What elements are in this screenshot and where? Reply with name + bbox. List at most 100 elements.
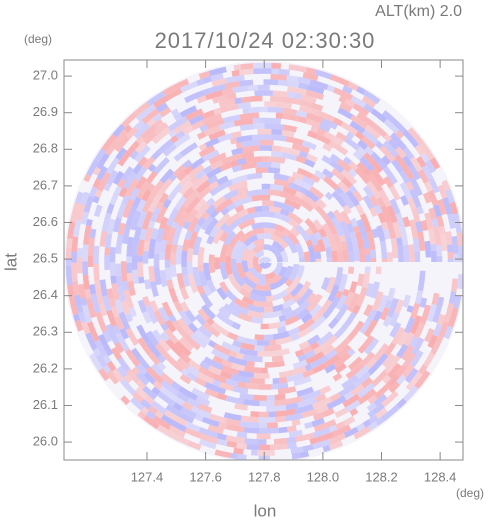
radar-echo <box>305 153 319 163</box>
radar-echo <box>381 353 396 368</box>
radar-echo <box>420 153 430 163</box>
radar-echo <box>233 447 244 455</box>
radar-echo <box>338 95 347 104</box>
radar-echo <box>117 357 131 373</box>
radar-echo <box>450 278 459 292</box>
radar-echo <box>223 303 241 318</box>
radar-echo <box>234 204 245 214</box>
radar-echo <box>369 195 380 207</box>
radar-echo <box>389 321 402 338</box>
radar-echo <box>280 249 289 263</box>
radar-echo <box>219 281 230 293</box>
radar-echo <box>404 367 419 384</box>
radar-echo <box>185 196 201 215</box>
radar-echo <box>274 178 290 188</box>
radar-echo <box>146 91 166 107</box>
radar-echo <box>295 197 314 213</box>
radar-echo <box>449 201 459 215</box>
radar-echo <box>251 316 264 324</box>
radar-echo <box>282 124 298 133</box>
radar-echo <box>243 426 260 434</box>
radar-echo <box>324 217 338 235</box>
radar-echo <box>395 129 405 139</box>
radar-echo <box>269 281 280 291</box>
radar-echo <box>410 302 421 320</box>
radar-echo <box>210 321 230 337</box>
radar-echo <box>282 186 298 196</box>
radar-echo <box>193 223 202 234</box>
radar-echo <box>218 306 232 319</box>
radar-echo <box>240 342 255 351</box>
radar-echo <box>237 312 253 323</box>
radar-echo <box>324 363 337 374</box>
radar-echo <box>153 122 169 136</box>
radar-echo <box>273 289 289 301</box>
radar-echo <box>200 292 214 309</box>
radar-echo <box>408 219 419 239</box>
radar-echo <box>362 419 372 428</box>
radar-echo <box>129 149 140 160</box>
radar-echo <box>189 175 199 184</box>
radar-echo <box>173 112 183 122</box>
radar-echo <box>280 146 301 156</box>
radar-echo <box>177 317 194 337</box>
radar-echo <box>179 412 195 424</box>
radar-echo <box>411 337 425 356</box>
radar-echo <box>355 231 365 251</box>
radar-echo <box>202 88 210 96</box>
radar-echo <box>412 371 423 383</box>
radar-echo <box>216 287 228 301</box>
radar-echo <box>224 289 238 303</box>
radar-echo <box>70 202 81 223</box>
radar-echo <box>122 280 130 291</box>
radar-echo <box>141 108 160 125</box>
radar-echo <box>253 238 265 247</box>
radar-echo <box>201 304 217 320</box>
radar-echo <box>231 70 240 77</box>
radar-echo <box>94 148 106 163</box>
radar-echo <box>381 390 399 408</box>
radar-echo <box>231 131 242 139</box>
radar-echo <box>198 427 219 439</box>
radar-echo <box>197 246 205 266</box>
radar-echo <box>123 124 133 134</box>
radar-echo <box>347 356 363 371</box>
radar-echo <box>282 113 300 122</box>
radar-echo <box>273 229 286 240</box>
radar-echo <box>249 95 263 102</box>
radar-echo <box>105 137 122 156</box>
radar-echo <box>111 283 121 301</box>
radar-echo <box>350 383 365 397</box>
radar-echo <box>240 415 259 423</box>
radar-echo <box>141 311 152 324</box>
radar-echo <box>151 127 171 145</box>
radar-echo <box>112 217 122 233</box>
radar-echo <box>202 321 221 338</box>
radar-echo <box>86 218 93 227</box>
radar-echo <box>357 382 375 399</box>
radar-echo <box>209 209 219 219</box>
radar-echo <box>290 333 300 342</box>
radar-echo <box>237 370 255 379</box>
radar-echo <box>387 362 402 379</box>
radar-echo <box>234 403 248 411</box>
y-tick-label: 26.3 <box>33 324 58 339</box>
radar-echo <box>153 310 166 326</box>
radar-echo <box>95 311 108 333</box>
radar-echo <box>273 173 290 182</box>
radar-echo <box>116 365 128 378</box>
radar-echo <box>170 251 177 265</box>
radar-echo <box>93 245 100 265</box>
radar-echo <box>408 164 421 181</box>
radar-echo <box>441 179 451 192</box>
radar-echo <box>68 295 79 316</box>
radar-echo <box>109 185 123 206</box>
radar-echo <box>285 276 301 295</box>
radar-echo <box>276 348 291 357</box>
radar-echo <box>136 180 151 200</box>
radar-echo <box>342 393 361 408</box>
radar-echo <box>201 416 220 428</box>
radar-echo <box>340 121 359 136</box>
radar-echo <box>395 212 405 228</box>
radar-echo <box>431 218 439 228</box>
